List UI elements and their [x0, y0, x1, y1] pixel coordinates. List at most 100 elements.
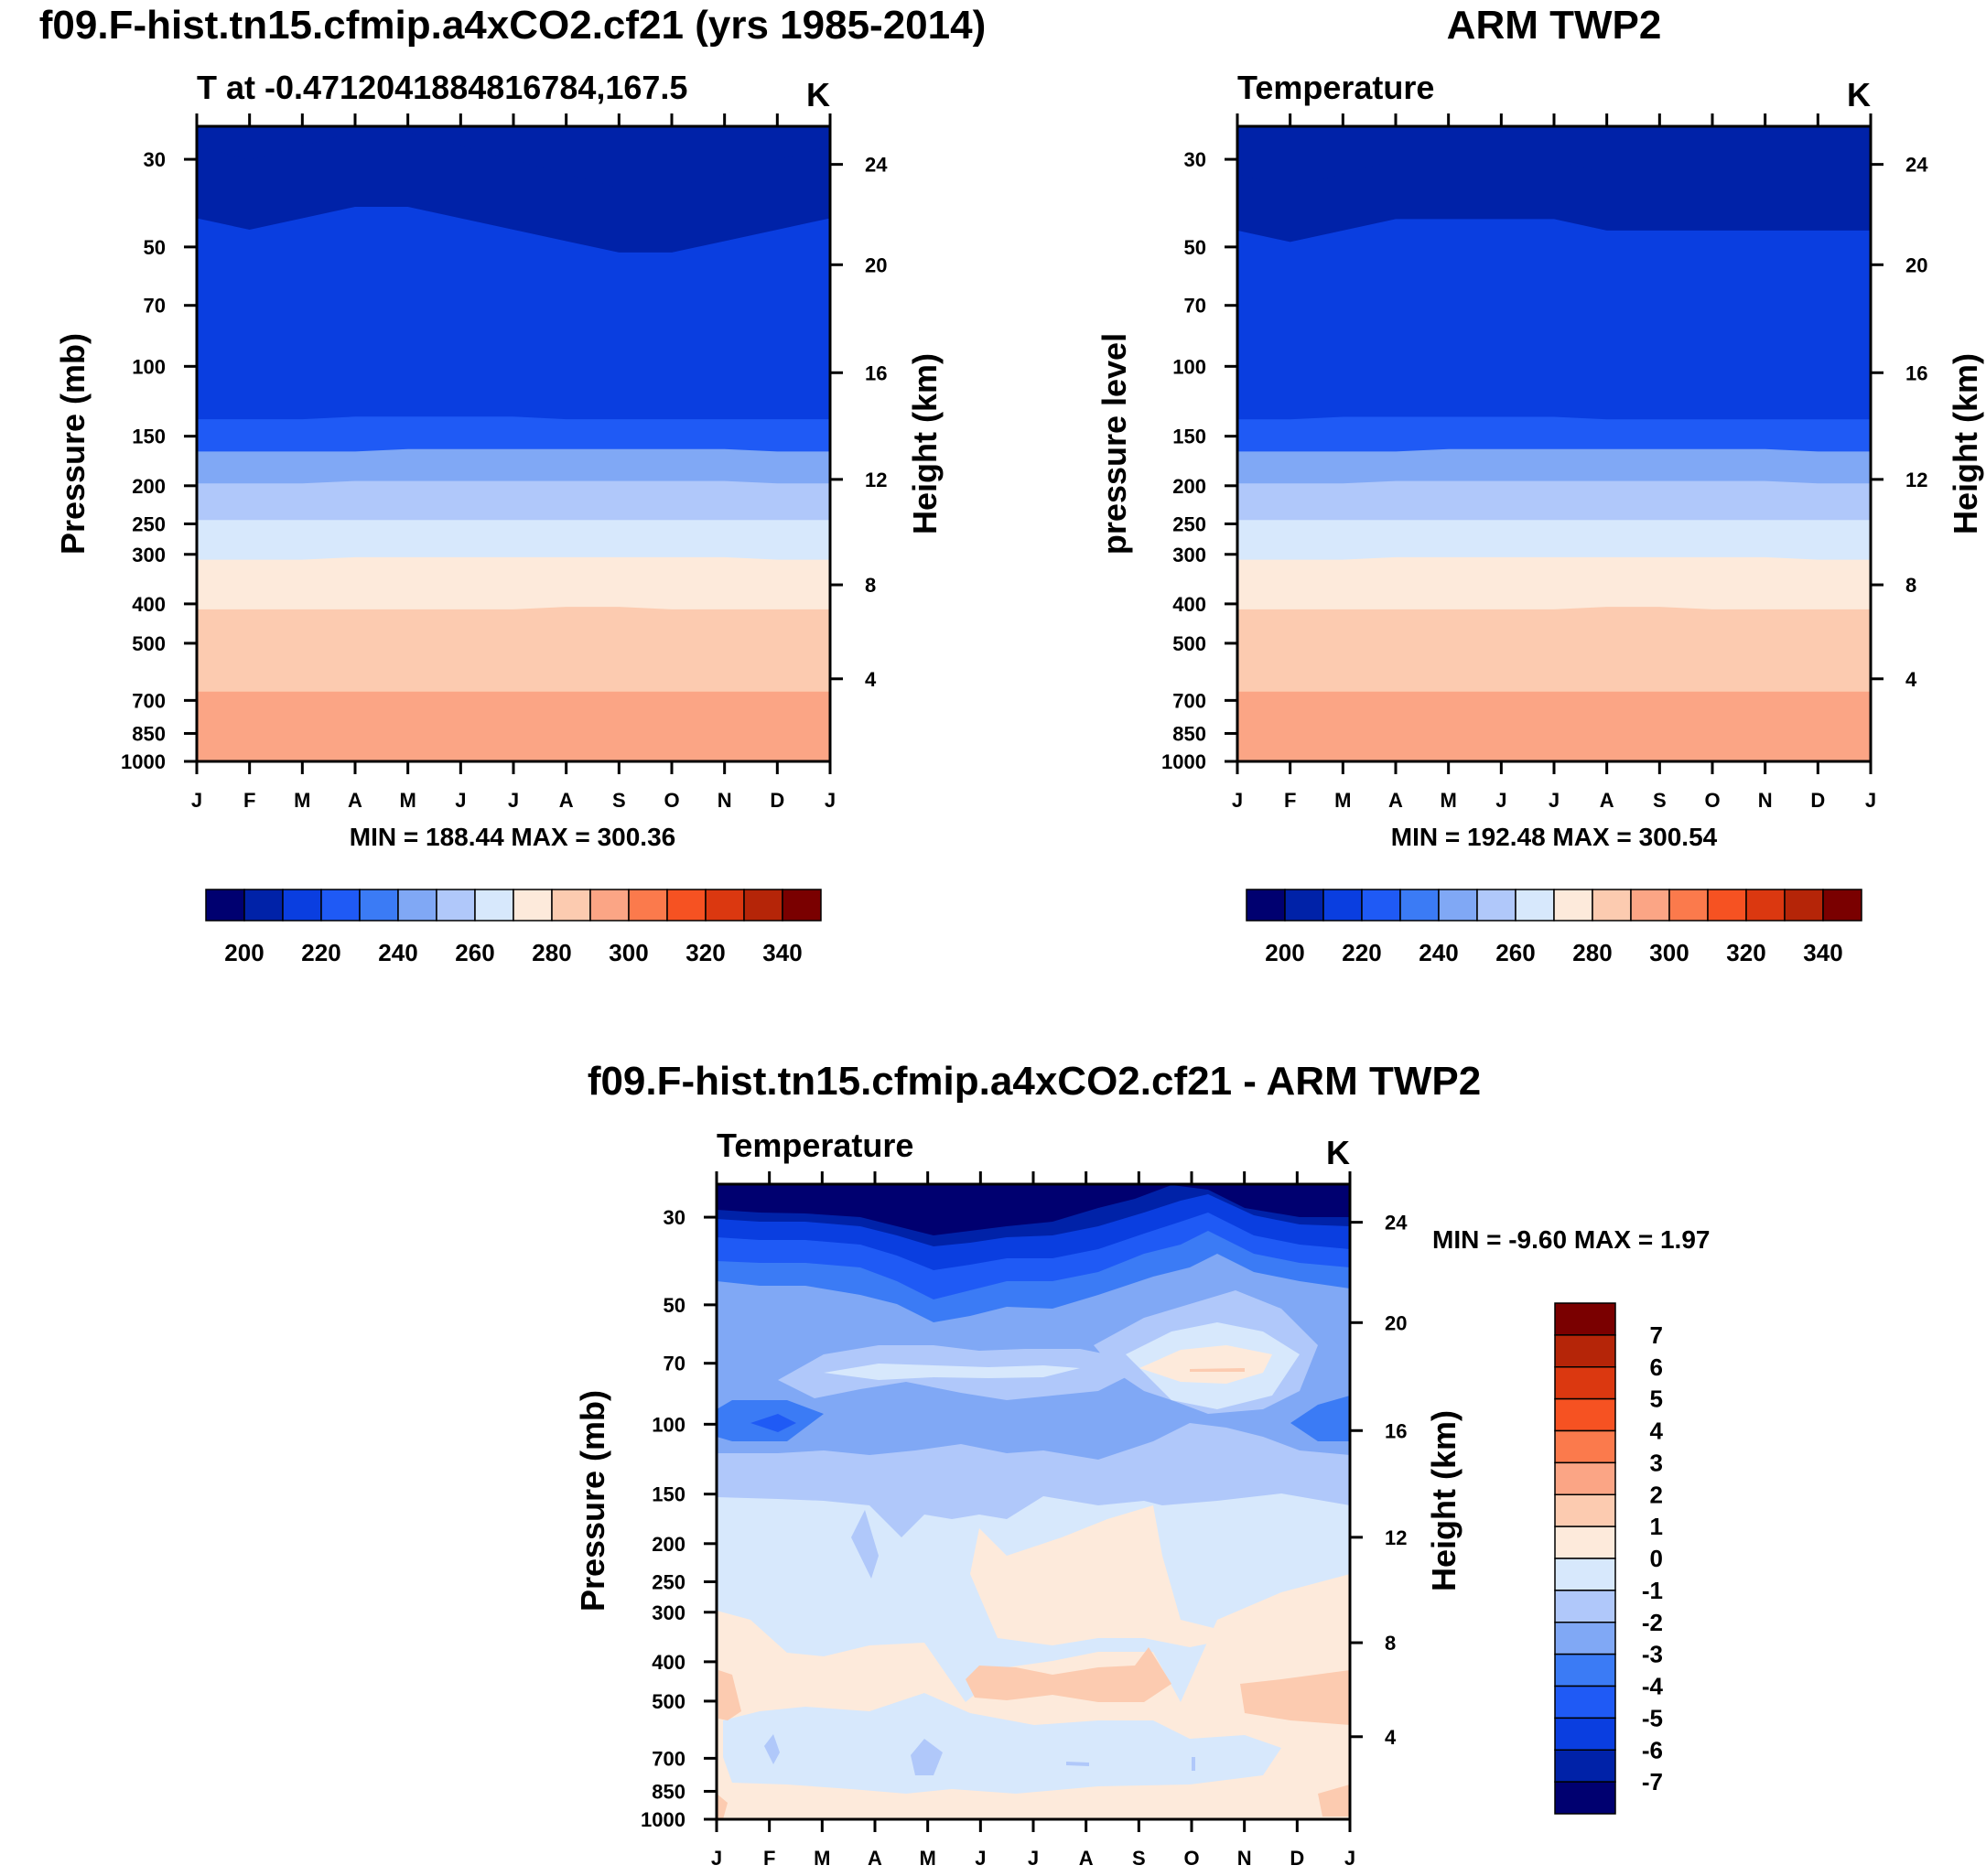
- colorbar-box: [1399, 889, 1440, 922]
- height-tick-label: 12: [865, 469, 887, 491]
- colorbar-box: [320, 889, 361, 922]
- panel-diff-units: K: [1326, 1134, 1350, 1171]
- pressure-tick-label: 250: [652, 1570, 685, 1593]
- colorbar-box: [282, 889, 322, 922]
- xtick-label: F: [1284, 789, 1296, 812]
- panel-obs-minmax: MIN = 192.48 MAX = 300.54: [1391, 823, 1718, 851]
- colorbar-box: [1554, 1461, 1616, 1495]
- height-tick-label: 4: [865, 668, 877, 691]
- pressure-tick-label: 150: [652, 1483, 685, 1506]
- colorbar-box: [666, 889, 707, 922]
- pressure-tick-label: 700: [132, 689, 166, 712]
- xtick-label: J: [508, 789, 519, 812]
- colorbar-box: [1554, 1717, 1616, 1751]
- colorbar-box: [1554, 1334, 1616, 1368]
- panel-diff-main-title: f09.F-hist.tn15.cfmip.a4xCO2.cf21 - ARM …: [588, 1059, 1481, 1104]
- pressure-tick-label: 400: [1172, 593, 1206, 616]
- panel-diff-ylabel: Pressure (mb): [574, 1390, 611, 1612]
- pressure-tick-label: 500: [1172, 632, 1206, 655]
- diff-warm-pocket-right: [1240, 1670, 1350, 1725]
- pressure-tick-label: 300: [132, 544, 166, 566]
- xtick-label: N: [718, 789, 732, 812]
- pressure-tick-label: 30: [664, 1206, 685, 1229]
- xtick-label: J: [1865, 789, 1876, 812]
- panel-model-main-title: f09.F-hist.tn15.cfmip.a4xCO2.cf21 (yrs 1…: [39, 3, 986, 48]
- height-tick-label: 16: [1905, 361, 1927, 384]
- pressure-tick-label: 200: [652, 1533, 685, 1556]
- diff-warm-line-70mb: [1190, 1368, 1245, 1372]
- diff-cool-pocket-lower: [723, 1693, 1281, 1794]
- height-tick-label: 12: [1905, 469, 1927, 491]
- colorbar-label: 220: [1342, 939, 1381, 966]
- height-tick-label: 8: [865, 574, 876, 597]
- colorbar-label: 3: [1650, 1449, 1663, 1476]
- colorbar-box: [1554, 1493, 1616, 1527]
- colorbar-box: [436, 889, 476, 922]
- panel-obs-left-title: Temperature: [1237, 69, 1434, 106]
- pressure-tick-label: 70: [144, 295, 166, 318]
- xtick-label: J: [825, 789, 836, 812]
- colorbar-box: [1668, 889, 1709, 922]
- colorbar-label: 300: [609, 939, 648, 966]
- panel-obs-ylabel-right: Height (km): [1947, 353, 1984, 534]
- colorbar-label: 200: [224, 939, 264, 966]
- panel-model-height-ticks: 24 20 16 12 8 4: [830, 154, 888, 691]
- xtick-label: J: [455, 789, 466, 812]
- pressure-tick-label: 850: [652, 1780, 685, 1803]
- panel-obs-units: K: [1847, 76, 1871, 113]
- panel-diff-contours: [717, 1184, 1350, 1819]
- panel-obs: ARM TWP2 Temperature K J F M A M J J A S O N D J 30 5…: [1096, 3, 1984, 966]
- panel-model-colorbar: 200 220 240 260 280 300 320 340: [205, 889, 822, 966]
- height-tick-label: 20: [1905, 253, 1927, 276]
- colorbar-box: [743, 889, 783, 922]
- pressure-tick-label: 1000: [641, 1808, 685, 1831]
- diff-cool-spot-1: [764, 1734, 780, 1764]
- pressure-tick-label: 200: [132, 475, 166, 498]
- colorbar-box: [628, 889, 668, 922]
- panel-obs-pressure-ticks: 30 50 70 100 150 200 250 300 400 500 700 850 1000: [1161, 148, 1237, 773]
- colorbar-box: [1554, 1590, 1616, 1623]
- diff-cool-band-100mb-right: [1290, 1396, 1350, 1441]
- xtick-label: M: [1334, 789, 1351, 812]
- xtick-label: F: [243, 789, 255, 812]
- panel-diff-pressure-ticks: 30 50 70 100 150 200 250 300 400 500 700 850 1000: [641, 1206, 717, 1831]
- xtick-label: S: [1132, 1847, 1146, 1870]
- colorbar-box: [474, 889, 514, 922]
- xtick-label: S: [612, 789, 626, 812]
- panel-model: f09.F-hist.tn15.cfmip.a4xCO2.cf21 (yrs 1…: [39, 3, 986, 966]
- colorbar-label: -2: [1642, 1609, 1663, 1636]
- height-tick-label: 8: [1385, 1632, 1396, 1655]
- diff-warm-pocket-center: [966, 1647, 1171, 1702]
- colorbar-label: 4: [1650, 1418, 1664, 1445]
- colorbar-box: [1554, 1526, 1616, 1559]
- colorbar-label: 320: [1726, 939, 1765, 966]
- height-tick-label: 8: [1905, 574, 1916, 597]
- colorbar-label: -1: [1642, 1577, 1663, 1604]
- diff-warm-pocket-surface: [1318, 1784, 1350, 1817]
- pressure-tick-label: 250: [132, 512, 166, 535]
- contour-band: [197, 126, 830, 189]
- xtick-label: A: [1079, 1847, 1094, 1870]
- colorbar-label: 240: [378, 939, 417, 966]
- xtick-label: J: [975, 1847, 986, 1870]
- xtick-label: J: [191, 789, 202, 812]
- xtick-label: O: [1183, 1847, 1199, 1870]
- pressure-tick-label: 70: [1184, 295, 1206, 318]
- diff-warm-upper-trop: [970, 1505, 1236, 1647]
- contour-band: [1237, 126, 1871, 189]
- xtick-label: M: [400, 789, 416, 812]
- xtick-label: D: [1290, 1847, 1304, 1870]
- panel-model-contours: [197, 126, 830, 761]
- colorbar-box: [359, 889, 399, 922]
- panel-diff: f09.F-hist.tn15.cfmip.a4xCO2.cf21 - ARM …: [574, 1059, 1710, 1870]
- pressure-tick-label: 200: [1172, 475, 1206, 498]
- pressure-tick-label: 400: [652, 1651, 685, 1674]
- height-tick-label: 24: [1905, 154, 1928, 177]
- colorbar-box: [1630, 889, 1670, 922]
- diff-warm-pocket-left: [718, 1670, 741, 1720]
- colorbar-box: [513, 889, 553, 922]
- panel-obs-height-ticks: 24 20 16 12 8 4: [1871, 154, 1928, 691]
- colorbar-label: 5: [1650, 1385, 1663, 1413]
- height-tick-label: 4: [1385, 1726, 1397, 1749]
